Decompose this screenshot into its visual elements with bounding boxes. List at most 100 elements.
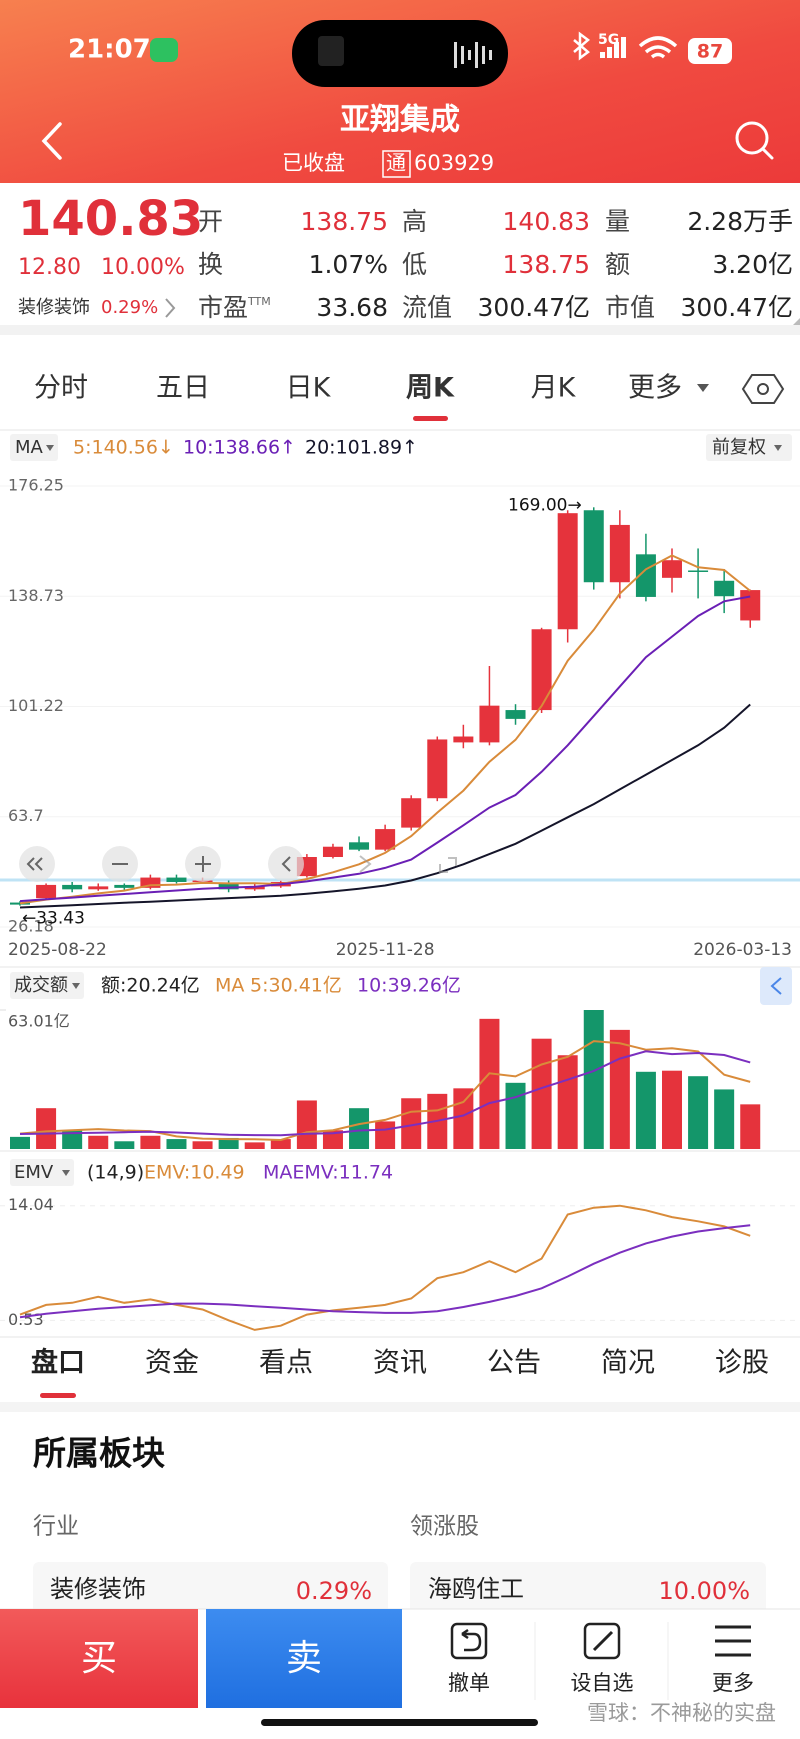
- sector-row[interactable]: [33, 1562, 388, 1622]
- detail-tab[interactable]: 资讯: [373, 1348, 427, 1379]
- ma-legend: 20:101.89↑: [305, 437, 418, 459]
- leader-name: 海鸥住工: [428, 1575, 524, 1603]
- y-tick-label: 14.04: [8, 1195, 54, 1214]
- candle-body: [10, 902, 30, 905]
- indicator-selector[interactable]: [10, 1159, 74, 1186]
- status-network: 5G: [598, 32, 619, 48]
- connect-badge: 通: [386, 151, 406, 175]
- low-annotation: ←33.43: [22, 909, 85, 929]
- emv-params: (14,9): [87, 1162, 144, 1184]
- quote-label: 低: [402, 250, 427, 279]
- y-tick-label: 101.22: [8, 696, 64, 715]
- candle-body: [714, 580, 735, 597]
- price-change: 12.80: [18, 255, 81, 280]
- quote-label: 流值: [402, 293, 452, 322]
- collapse-button[interactable]: [760, 967, 792, 1005]
- buy-label: 买: [81, 1638, 117, 1679]
- kline-tab[interactable]: 月K: [531, 373, 577, 404]
- action-item[interactable]: 更多: [712, 1671, 754, 1695]
- action-item[interactable]: 设自选: [571, 1671, 634, 1695]
- leader-change: 10.00%: [658, 1577, 750, 1605]
- volume-bar: [62, 1130, 83, 1149]
- quote-label: 市值: [605, 293, 655, 322]
- action-item[interactable]: 撤单: [448, 1671, 490, 1695]
- indicator-selector[interactable]: [10, 972, 84, 999]
- y-tick-label: 63.01亿: [8, 1012, 70, 1031]
- adjust-label: 前复权: [712, 437, 766, 458]
- back-button[interactable]: [41, 122, 62, 160]
- signal-bar: [600, 52, 605, 58]
- candle-body: [453, 736, 474, 743]
- sector-chevron[interactable]: [165, 298, 176, 318]
- ma-selector[interactable]: [10, 434, 58, 461]
- volume-ma-line: [19, 1040, 751, 1142]
- section-divider: [0, 325, 800, 335]
- volume-bar: [688, 1076, 709, 1149]
- indicator-caret: [62, 1170, 70, 1176]
- quote-label: 量: [605, 207, 630, 236]
- volume-summary: 额:20.24亿: [101, 975, 200, 997]
- volume-bar: [114, 1141, 135, 1149]
- y-tick-label: 63.7: [8, 806, 44, 825]
- sector-row[interactable]: [410, 1562, 766, 1622]
- candle-body: [688, 570, 709, 572]
- volume-bar: [531, 1038, 552, 1149]
- x-tick-label: 2025-08-22: [8, 940, 107, 960]
- search-handle: [761, 147, 774, 160]
- sector-name: 装修装饰: [18, 297, 90, 318]
- detail-tab[interactable]: 诊股: [715, 1348, 769, 1379]
- search-button[interactable]: [735, 121, 769, 155]
- watchlist-icon-pen: [592, 1630, 614, 1652]
- emv-line: [19, 1224, 751, 1319]
- settings-icon[interactable]: [741, 374, 785, 404]
- bluetooth-icon: [573, 31, 590, 61]
- kline-tab[interactable]: 五日: [156, 373, 210, 404]
- wifi-icon: [638, 36, 678, 59]
- quote-label: 换: [198, 250, 223, 279]
- industry-change: 0.29%: [296, 1577, 372, 1605]
- detail-tab[interactable]: 资金: [145, 1348, 199, 1379]
- quote-value: 300.47亿: [681, 293, 793, 322]
- wechat-icon: [150, 38, 178, 62]
- candle-body: [609, 524, 630, 583]
- detail-tab[interactable]: 简况: [601, 1348, 655, 1379]
- island-logo: [318, 36, 344, 66]
- candle-body: [218, 883, 239, 890]
- island-wave: [468, 50, 471, 60]
- kline-tab[interactable]: 分时: [34, 373, 88, 404]
- price-change-pct: 10.00%: [101, 255, 185, 280]
- ma-line: [19, 554, 751, 905]
- kline-tab[interactable]: 日K: [286, 373, 332, 404]
- candle-body: [531, 629, 552, 711]
- volume-bar: [88, 1135, 109, 1149]
- candle-body: [140, 877, 161, 888]
- volume-bar: [557, 1055, 578, 1149]
- adjust-selector[interactable]: [706, 434, 792, 461]
- candle-body: [62, 884, 83, 890]
- quote-label: 额: [605, 250, 630, 279]
- detail-tab[interactable]: 公告: [487, 1348, 541, 1379]
- kline-tab[interactable]: 周K: [406, 373, 455, 404]
- x-tick-label: 2025-11-28: [336, 940, 435, 960]
- candle-body: [740, 590, 761, 621]
- detail-tab[interactable]: 盘口: [31, 1347, 85, 1379]
- buy-button[interactable]: [0, 1609, 198, 1708]
- candle-body: [505, 710, 526, 719]
- status-time: 21:07: [68, 35, 151, 65]
- volume-bar: [322, 1130, 343, 1149]
- chart-control-icon: [26, 857, 43, 871]
- detail-tab[interactable]: 看点: [259, 1348, 313, 1379]
- volume-bar: [635, 1071, 656, 1149]
- island-wave: [489, 50, 492, 60]
- kline-tab[interactable]: 更多: [628, 373, 682, 404]
- chart-control[interactable]: [268, 846, 304, 882]
- quote-value: 33.68: [316, 293, 388, 322]
- quote-value: 1.07%: [309, 250, 388, 279]
- emv-title: EMV: [14, 1162, 54, 1183]
- signal-bar: [614, 42, 619, 58]
- sell-button[interactable]: [206, 1609, 402, 1708]
- island-wave: [482, 46, 485, 64]
- volume-ma-legend: 10:39.26亿: [357, 975, 461, 997]
